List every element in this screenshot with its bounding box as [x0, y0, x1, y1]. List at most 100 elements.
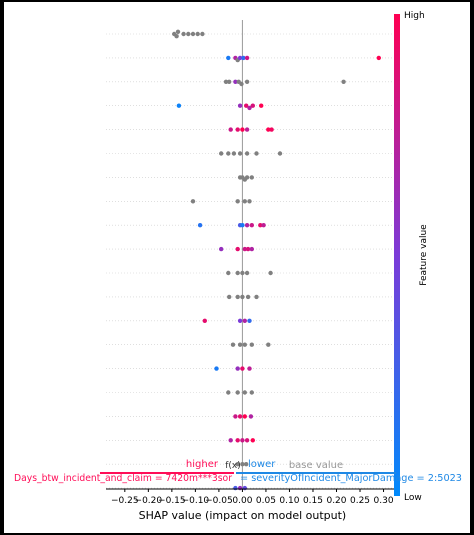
data-point [266, 342, 271, 347]
force-bar-high [100, 472, 234, 474]
data-point [235, 127, 240, 132]
force-base-value-label: base value [289, 460, 343, 471]
data-point [376, 55, 381, 61]
force-higher-label: higher [186, 459, 219, 470]
data-point [240, 127, 245, 132]
data-point [175, 29, 181, 34]
data-point [242, 390, 247, 395]
data-point [239, 81, 244, 87]
data-point [244, 127, 250, 132]
data-point [244, 55, 250, 61]
data-point [261, 223, 266, 228]
data-point [214, 366, 219, 371]
x-tick-label: 0.25 [350, 496, 370, 506]
data-point [227, 294, 232, 300]
force-left-feature-text: Days_btw_incident_and_claim = 7420m***3s… [14, 473, 233, 484]
data-point [240, 270, 245, 276]
data-point [190, 31, 196, 37]
data-point [237, 318, 243, 323]
data-point [226, 270, 231, 276]
data-point [230, 342, 236, 347]
data-point [245, 246, 251, 252]
data-point [240, 223, 245, 228]
colorbar-title: Feature value [419, 224, 429, 286]
data-point [244, 79, 250, 85]
force-plot-overlay: higher f(x) lower base value Days_btw_in… [14, 459, 462, 484]
force-fx-label: f(x) [225, 461, 241, 471]
data-point [241, 55, 246, 61]
data-point [219, 151, 224, 156]
data-point [249, 175, 254, 180]
data-point [269, 127, 274, 132]
data-point [242, 318, 247, 323]
data-point [202, 318, 207, 323]
data-point [190, 199, 196, 204]
x-tick-label: 0.15 [303, 496, 323, 506]
force-lower-label: lower [248, 459, 276, 470]
x-tick-label: −0.20 [135, 496, 163, 506]
x-tick-label: 0.20 [326, 496, 346, 506]
data-point [228, 127, 233, 132]
data-point [233, 79, 238, 85]
data-point [235, 199, 240, 204]
data-point [258, 223, 263, 228]
x-tick-label: 0.10 [279, 496, 299, 506]
data-point [247, 366, 252, 371]
data-point [277, 151, 283, 156]
data-point [235, 246, 240, 252]
data-point [181, 31, 186, 37]
data-point [268, 270, 273, 276]
data-point [248, 414, 254, 419]
x-tick-label: −0.10 [182, 496, 210, 506]
data-point [266, 127, 271, 132]
force-right-feature-text: = severityOfIncident_MajorDamage = 2:502… [240, 473, 462, 484]
data-point [245, 294, 251, 300]
data-point [186, 31, 191, 37]
data-point [237, 342, 243, 347]
data-point [254, 151, 259, 156]
data-point [242, 414, 247, 419]
data-point [174, 34, 179, 39]
data-point [231, 151, 237, 156]
data-point [226, 55, 231, 61]
data-point [237, 414, 243, 419]
data-point [249, 342, 254, 347]
data-point [242, 342, 247, 347]
data-point [219, 246, 224, 252]
data-point [341, 79, 346, 85]
data-point [244, 438, 250, 443]
data-point [242, 485, 247, 491]
data-point [226, 390, 231, 395]
data-point [240, 294, 245, 300]
x-tick-label: 0.30 [374, 496, 394, 506]
x-tick-label: 0.05 [256, 496, 276, 506]
data-point [242, 199, 247, 204]
data-point [200, 31, 205, 37]
colorbar-high-label: High [404, 11, 425, 21]
data-point [237, 103, 243, 108]
data-point [244, 270, 250, 276]
data-point [176, 103, 182, 108]
x-tick-label: −0.05 [205, 496, 233, 506]
data-point [235, 294, 240, 300]
data-point [244, 223, 250, 228]
data-point [228, 438, 233, 443]
data-point [235, 438, 240, 443]
x-axis-ticks: −0.25−0.20−0.15−0.10−0.05 0.00 0.05 0.10 0.1… [111, 489, 394, 506]
x-axis-label: SHAP value (impact on model output) [139, 509, 347, 522]
colorbar-low-label: Low [404, 493, 422, 503]
data-point [259, 103, 264, 108]
data-point [244, 462, 249, 467]
shap-summary-chart: −0.25−0.20−0.15−0.10−0.05 0.00 0.05 0.10 0.1… [14, 11, 462, 522]
data-point [240, 462, 245, 467]
data-point [244, 151, 250, 156]
data-point [233, 414, 238, 419]
data-point [237, 485, 243, 491]
data-point [227, 79, 232, 85]
data-point [254, 294, 259, 300]
data-point [235, 366, 240, 371]
x-tick-label: −0.15 [158, 496, 186, 506]
data-point [240, 438, 245, 443]
data-point [197, 223, 203, 228]
data-point [249, 223, 254, 228]
